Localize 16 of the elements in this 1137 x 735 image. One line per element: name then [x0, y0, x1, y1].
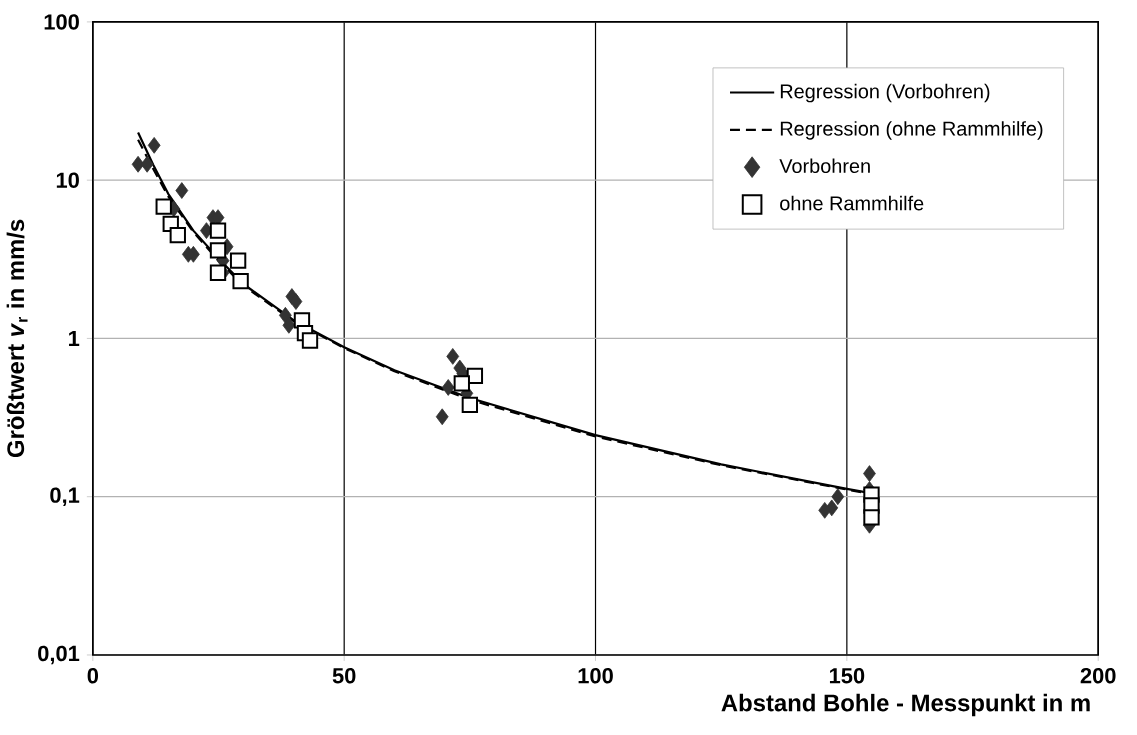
x-tick-label: 100 — [578, 668, 613, 684]
legend-label: Regression (Vorbohren) — [780, 84, 990, 103]
y-axis-title: Größtwert v$_{r}$ in mm/s — [6, 220, 28, 458]
y-tick-label: 10 — [56, 172, 79, 189]
x-tick-label: 0 — [87, 668, 99, 684]
x-tick-label: 50 — [332, 668, 356, 684]
x-axis-title: Abstand Bohle - Messpunkt in m — [721, 694, 1090, 717]
x-tick-label: 150 — [829, 668, 865, 684]
y-tick-label: 1 — [69, 331, 80, 347]
x-tick-label: 200 — [1080, 668, 1116, 684]
legend-label: Vorbohren — [779, 158, 870, 174]
y-tick-label: 0,01 — [38, 645, 80, 665]
y-tick-label: 100 — [44, 14, 79, 30]
y-tick-label: 0,1 — [50, 487, 80, 507]
legend-label: ohne Rammhilfe — [780, 195, 924, 211]
legend-label: Regression (ohne Rammhilfe) — [780, 121, 1043, 140]
